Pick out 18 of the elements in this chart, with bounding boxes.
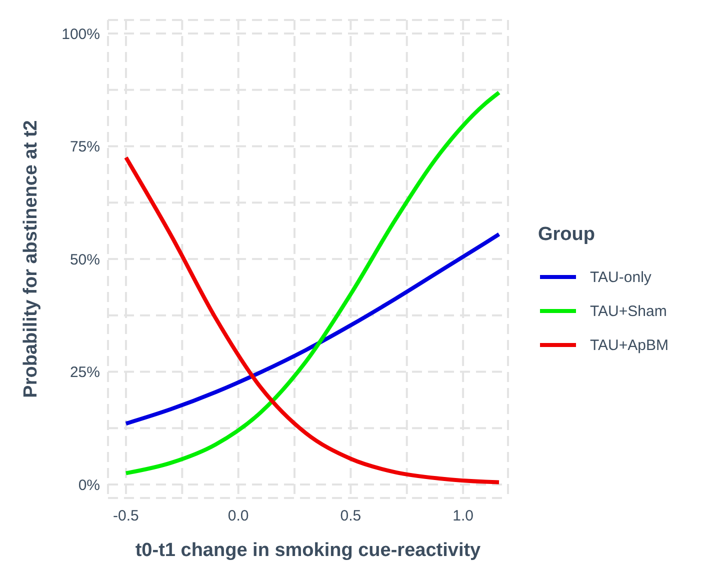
x-tick-label: 0.0 bbox=[228, 508, 249, 525]
legend-label: TAU+ApBM bbox=[590, 336, 668, 354]
x-tick-label: -0.5 bbox=[113, 508, 139, 525]
line-series bbox=[124, 232, 502, 426]
x-tick-label: 0.5 bbox=[340, 508, 362, 525]
legend-title: Group bbox=[538, 224, 596, 246]
line-series bbox=[124, 90, 502, 476]
x-tick-label: 1.0 bbox=[452, 508, 474, 525]
y-tick-label: 100% bbox=[62, 26, 100, 43]
y-axis-title: Probability for abstinence at t2 bbox=[20, 120, 42, 398]
y-tick-label: 50% bbox=[70, 251, 100, 268]
y-tick-label: 25% bbox=[70, 364, 100, 382]
line-series bbox=[124, 156, 502, 484]
legend-label: TAU+Sham bbox=[590, 302, 667, 320]
legend-label: TAU-only bbox=[590, 268, 652, 286]
y-tick-label: 0% bbox=[78, 476, 100, 494]
x-axis-title: t0-t1 change in smoking cue-reactivity bbox=[135, 540, 482, 561]
y-tick-label: 75% bbox=[70, 138, 100, 156]
